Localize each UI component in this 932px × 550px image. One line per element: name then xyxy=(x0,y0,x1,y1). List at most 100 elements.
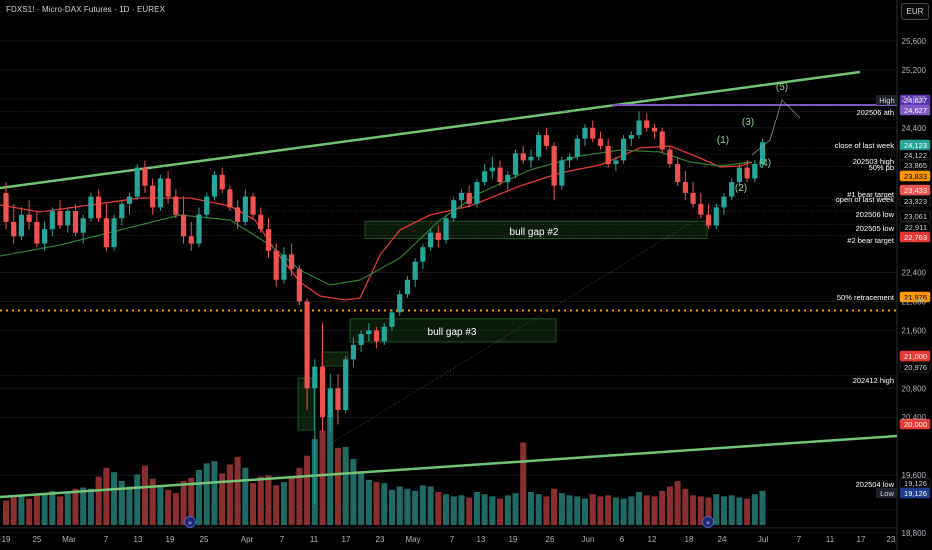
volume-bar xyxy=(111,472,118,525)
volume-bar xyxy=(636,492,643,525)
candle-body xyxy=(281,254,287,280)
volume-bar xyxy=(95,476,102,525)
volume-bar xyxy=(589,494,596,525)
candle-body xyxy=(296,268,302,302)
time-axis-tick: Jul xyxy=(758,535,768,544)
volume-bar xyxy=(118,481,125,525)
price-tag-label-box xyxy=(876,95,898,105)
volume-bar xyxy=(250,483,257,525)
wave-projection xyxy=(751,99,801,156)
price-tag-value: 20,000 xyxy=(904,420,927,429)
price-tag-value: 24,122 xyxy=(904,151,927,160)
price-tag-box xyxy=(899,210,931,222)
candle-body xyxy=(412,261,418,280)
price-axis-tick: 20,800 xyxy=(902,384,927,393)
candle-body xyxy=(675,164,681,183)
bull-gap-2-zone xyxy=(364,220,708,239)
volume-bar xyxy=(574,496,581,525)
candle-body xyxy=(211,174,218,197)
candle-body xyxy=(582,127,588,139)
candle-body xyxy=(42,229,48,244)
volume-bar xyxy=(404,488,411,525)
candlesticks xyxy=(3,111,766,505)
candle-body xyxy=(289,254,295,269)
price-axis-tick: 20,400 xyxy=(902,413,927,422)
candle-body xyxy=(150,185,156,208)
price-axis-tick: 25,600 xyxy=(902,37,927,46)
candle-body xyxy=(474,182,480,204)
price-tag-box xyxy=(899,159,931,171)
volume-bar xyxy=(443,494,450,525)
price-tag-value: 19,126 xyxy=(904,489,927,498)
candle-body xyxy=(227,189,233,208)
time-axis[interactable]: 19 25 Mar 7 13 19 25 Apr 7 11 17 23 May 7 13 19 26 Jun 6 12… xyxy=(2,535,896,544)
lower-trendline xyxy=(0,434,898,499)
candle-body xyxy=(698,203,704,215)
volume-bar xyxy=(203,463,210,525)
candle-body xyxy=(435,232,441,240)
event-markers[interactable]: »» xyxy=(184,516,714,528)
candle-body xyxy=(57,211,63,226)
price-tag-label: Low xyxy=(880,489,894,498)
volume-bar xyxy=(358,473,365,525)
volume-bar xyxy=(41,494,48,525)
candle-body xyxy=(250,196,256,215)
candle-body xyxy=(265,229,272,251)
price-tag-box xyxy=(899,104,931,116)
price-tag-value: 22,911 xyxy=(905,223,927,232)
volume-bar xyxy=(697,496,704,525)
level-annotation: 202412 high xyxy=(853,376,894,385)
candle-body xyxy=(134,167,140,197)
volume-bar xyxy=(72,488,79,525)
volume-bar xyxy=(504,495,511,525)
event-icon[interactable]: » xyxy=(702,516,714,528)
candle-body xyxy=(566,156,573,161)
event-icon[interactable]: » xyxy=(184,516,196,528)
volume-bar xyxy=(381,483,388,525)
volume-bar xyxy=(196,470,202,525)
currency-button[interactable]: EUR xyxy=(901,3,929,20)
candle-body xyxy=(420,247,426,262)
price-tag-box xyxy=(899,361,931,373)
volume-bar xyxy=(10,497,17,525)
candle-body xyxy=(682,182,688,193)
drawn-lines xyxy=(0,70,898,510)
volume-bar xyxy=(666,486,673,525)
bull-gap-2-label: bull gap #2 xyxy=(510,227,559,238)
volume-bar xyxy=(219,473,226,525)
candle-body xyxy=(443,218,449,240)
price-axis-tick: 21,600 xyxy=(902,326,927,335)
volume-bar xyxy=(527,492,534,525)
price-tag-value: 19,126 xyxy=(904,479,927,488)
candle-body xyxy=(397,294,403,313)
candle-body xyxy=(335,388,341,410)
volume-bar xyxy=(682,488,689,525)
volume-bar xyxy=(188,477,195,525)
price-axis-tick: 22,000 xyxy=(902,297,927,306)
price-axis[interactable]: 25,600 25,200 24,800 24,400 22,400 22,000 21,6… xyxy=(902,37,927,538)
volume-bar xyxy=(690,495,697,525)
candle-body xyxy=(497,167,503,183)
candle-body xyxy=(736,167,742,183)
wave-label: (3) xyxy=(742,117,754,128)
price-axis-tick: 22,400 xyxy=(902,269,927,278)
candle-body xyxy=(404,279,411,295)
bull-gap-3-zone xyxy=(349,318,557,343)
candle-body xyxy=(590,127,596,139)
volume-bar xyxy=(759,490,766,525)
candle-body xyxy=(713,207,719,226)
candle-body xyxy=(358,334,364,345)
volume-bar xyxy=(172,493,179,525)
price-tag-box xyxy=(899,170,931,182)
candle-body xyxy=(204,196,210,215)
candle-body xyxy=(165,178,171,197)
volume-bar xyxy=(558,493,565,525)
volume-bar xyxy=(296,467,303,525)
price-tag-box xyxy=(899,195,931,207)
candle-body xyxy=(373,330,380,342)
candle-body xyxy=(721,196,727,208)
candle-body xyxy=(667,149,673,164)
